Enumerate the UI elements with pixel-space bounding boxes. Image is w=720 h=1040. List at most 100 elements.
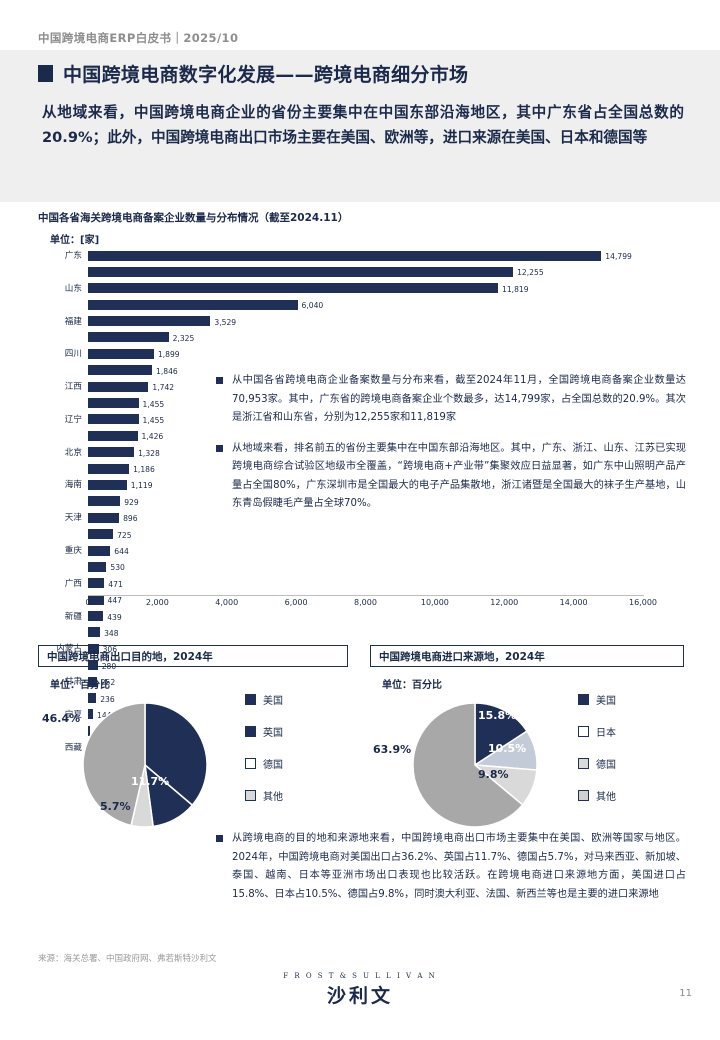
bar-fill xyxy=(88,660,98,671)
bar-track: 12,255 xyxy=(88,266,643,278)
bar-row: 辽宁 1,455 xyxy=(38,412,684,428)
import-pie xyxy=(400,690,550,840)
bar-track: 439 xyxy=(88,611,643,622)
bar-track: 530 xyxy=(88,561,643,572)
bar-fill xyxy=(88,594,104,605)
bar-value-label: 236 xyxy=(100,694,115,704)
bar-row: 1,186 xyxy=(38,461,684,477)
legend-item: 日本 xyxy=(578,724,616,739)
bar-fill xyxy=(88,529,114,540)
bar-value-label: 144 xyxy=(97,710,112,720)
bar-fill xyxy=(88,578,105,589)
bar-row: 新疆 439 xyxy=(38,609,684,625)
bar-category-label: 天津 xyxy=(64,513,82,524)
bar-value-label: 12,255 xyxy=(517,268,544,278)
bar-value-label: 1,426 xyxy=(141,432,164,442)
bar-value-label: 6,040 xyxy=(301,301,324,311)
bar-track: 2,325 xyxy=(88,332,643,343)
export-pie-label-uk: 11.7% xyxy=(131,775,170,788)
export-pie xyxy=(70,690,220,840)
bar-row: 530 xyxy=(38,559,684,575)
bar-category-label: 广东 xyxy=(64,251,82,261)
bar-fill xyxy=(88,250,602,261)
document-kicker: 中国跨境电商ERP白皮书｜2025/10 xyxy=(38,31,239,45)
bar-fill xyxy=(88,348,154,359)
bar-category-label: 甘肃 xyxy=(64,677,82,688)
x-tick-label: 16,000 xyxy=(629,598,657,607)
x-tick-label: 12,000 xyxy=(490,598,519,607)
bullet-note: 从地域来看，排名前五的省份主要集中在中国东部沿海地区。其中，广东、浙江、山东、江… xyxy=(216,440,686,514)
chart3-title: 中国跨境电商进口来源地，2024年 xyxy=(370,645,684,667)
bar-row: 725 xyxy=(38,527,684,543)
bar-fill xyxy=(88,512,120,523)
export-pie-label-other: 46.4% xyxy=(42,712,81,725)
bar-value-label: 1,186 xyxy=(133,465,155,475)
bar-value-label: 1,455 xyxy=(142,415,165,425)
bar-value-label: 471 xyxy=(108,579,123,589)
page-number: 11 xyxy=(679,988,692,999)
legend-label: 日本 xyxy=(596,728,616,739)
bar-fill xyxy=(88,381,149,392)
bar-fill xyxy=(88,430,138,441)
bar-value-label: 2,325 xyxy=(172,333,195,343)
bar-track: 144 xyxy=(88,709,643,720)
pie-slice xyxy=(474,702,528,767)
bar-value-label: 1,846 xyxy=(156,366,178,376)
source-line: 来源：海关总署、中国政府网、弗若斯特沙利文 xyxy=(38,954,217,964)
bar-value-label: 725 xyxy=(117,530,132,540)
bar-fill xyxy=(88,463,130,474)
bullet-square-icon xyxy=(216,835,223,842)
bar-row: 12,255 xyxy=(38,264,684,280)
pie-notes: 从跨境电商的目的地和来源地来看，中国跨境电商出口市场主要集中在美国、欧洲等国家与… xyxy=(216,830,686,916)
bar-chart: 广东 14,799 12,255 山东 11,819 6,040 福建 3,529 2,325 四… xyxy=(38,248,684,753)
bar-track: 306 xyxy=(88,643,643,654)
bar-fill xyxy=(88,725,90,736)
bar-track: 1,742 xyxy=(88,381,643,392)
bar-category-label: 海南 xyxy=(64,480,82,491)
legend-swatch xyxy=(578,726,589,737)
bar-fill xyxy=(88,299,298,310)
bar-fill xyxy=(88,266,514,277)
bar-value-label: 1,899 xyxy=(157,350,180,360)
bar-row: 929 xyxy=(38,494,684,510)
bar-category-label: 福建 xyxy=(64,316,82,327)
bar-category-label: 广西 xyxy=(64,578,82,589)
lede-paragraph: 从地域来看，中国跨境电商企业的省份主要集中在中国东部沿海地区，其中广东省占全国总… xyxy=(42,104,684,146)
export-pie-legend: 美国 英国 德国 其他 xyxy=(245,692,283,820)
bullet-square-icon xyxy=(216,444,223,452)
export-pie-label-de: 5.7% xyxy=(100,800,131,813)
legend-item: 德国 xyxy=(245,756,283,771)
bar-fill xyxy=(88,447,135,458)
bar-row: 447 xyxy=(38,592,684,608)
bar-track: 348 xyxy=(88,627,643,638)
bar-category-label: 新疆 xyxy=(64,611,82,622)
pie-slice xyxy=(82,702,146,827)
bar-row: 广东 14,799 xyxy=(38,248,684,264)
pie-slice xyxy=(144,702,208,807)
bar-fill xyxy=(88,611,104,622)
bar-category-label: 宁夏 xyxy=(64,709,82,720)
legend-label: 德国 xyxy=(263,760,283,771)
legend-swatch xyxy=(245,726,256,737)
bullet-note-text: 从中国各省跨境电商企业备案数量与分布来看，截至2024年11月，全国跨境电商备案… xyxy=(232,375,686,423)
chart3-unit: 单位：百分比 xyxy=(382,680,442,691)
chart1-title: 中国各省海关跨境电商备案企业数量与分布情况（截至2024.11） xyxy=(38,212,349,224)
import-pie-legend: 美国 日本 德国 其他 xyxy=(578,692,616,820)
bar-value-label: 14,799 xyxy=(605,252,632,261)
bar-category-label: 西藏 xyxy=(64,742,82,753)
bar-category-label: 重庆 xyxy=(64,546,82,557)
legend-item: 美国 xyxy=(245,692,283,707)
bar-row: 重庆 644 xyxy=(38,543,684,559)
legend-label: 美国 xyxy=(596,696,616,707)
x-tick-label: 2,000 xyxy=(145,598,169,607)
bar-fill xyxy=(88,561,107,572)
bar-track: 1,846 xyxy=(88,365,643,376)
bullet-note: 从中国各省跨境电商企业备案数量与分布来看，截至2024年11月，全国跨境电商备案… xyxy=(216,372,686,428)
chart2-unit: 单位：百分比 xyxy=(50,680,110,691)
bar-track: 6,040 xyxy=(88,299,643,311)
page-title-text: 中国跨境电商数字化发展——跨境电商细分市场 xyxy=(63,64,469,86)
x-tick-label: 14,000 xyxy=(559,598,588,607)
bar-fill xyxy=(88,479,127,490)
import-pie-label-jp: 10.5% xyxy=(488,742,527,755)
